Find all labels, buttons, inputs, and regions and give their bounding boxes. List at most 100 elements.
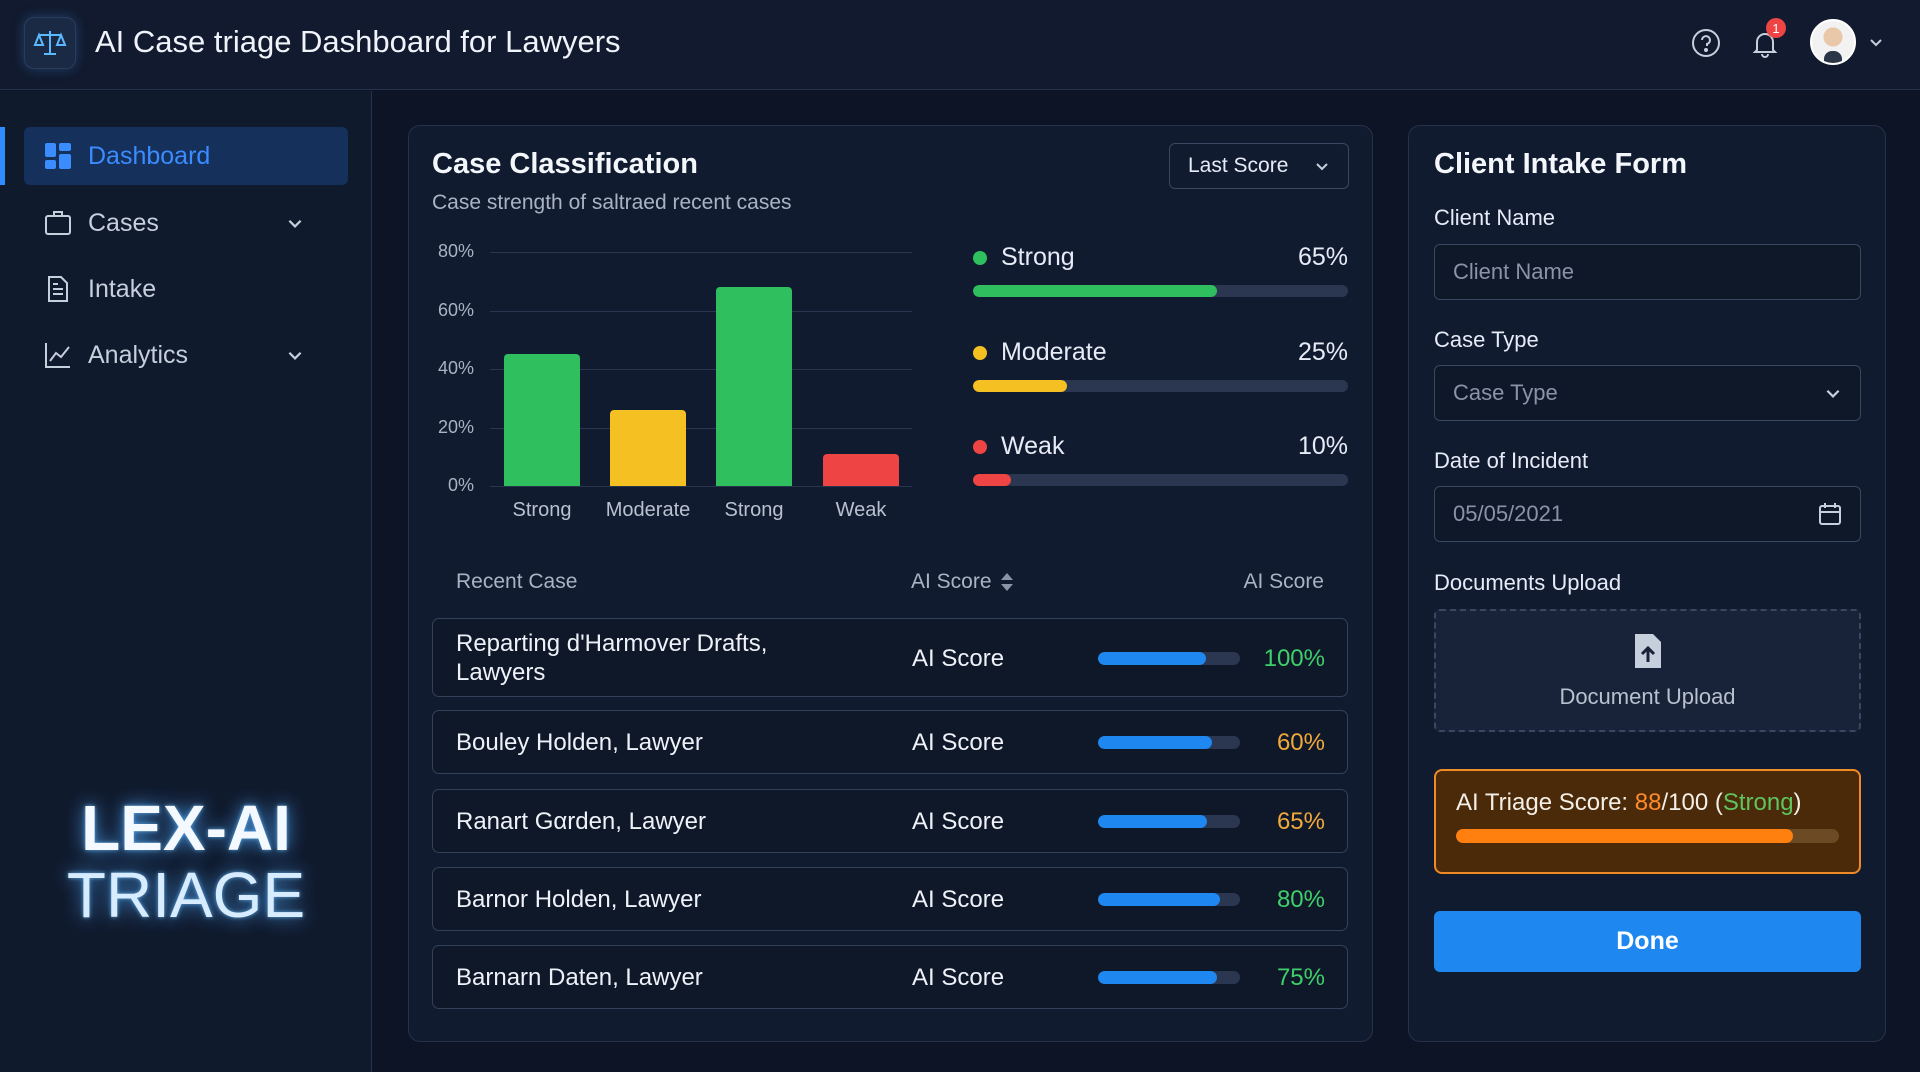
chevron-down-icon: [1826, 389, 1840, 398]
calendar-icon[interactable]: [1818, 502, 1842, 526]
table-row[interactable]: Bouley Holden, Lawyer AI Score 60%: [432, 710, 1348, 774]
scales-icon: [24, 17, 76, 69]
sidebar-item-label: Analytics: [88, 340, 189, 369]
score-percent: 75%: [1276, 964, 1325, 991]
progress-fill: [973, 285, 1217, 297]
panel-title: Case Classification: [432, 148, 698, 180]
sidebar-item-label: Dashboard: [88, 141, 211, 170]
bar-moderate: [610, 409, 686, 486]
legend-progress-bar: [973, 380, 1348, 392]
table-row[interactable]: Ranart Gαrden, Lawyer AI Score 65%: [432, 789, 1348, 853]
chevron-down-icon: [288, 351, 302, 360]
help-icon[interactable]: [1689, 26, 1723, 60]
date-label: Date of Incident: [1434, 448, 1589, 473]
sort-icon: [1000, 573, 1013, 591]
x-tick-label: Strong: [512, 499, 572, 521]
legend-progress-bar: [973, 285, 1348, 297]
dropdown-value: Last Score: [1188, 154, 1289, 177]
legend-dot: [973, 250, 987, 265]
chevron-down-icon[interactable]: [1868, 34, 1884, 55]
bar-weak: [823, 453, 899, 486]
chevron-down-icon: [1316, 163, 1328, 171]
score-bar: [1098, 736, 1240, 749]
score-bar: [1098, 893, 1240, 906]
avatar[interactable]: [1810, 19, 1856, 65]
document-icon: [48, 276, 68, 302]
sidebar-item-intake[interactable]: Intake: [24, 260, 348, 318]
table-row[interactable]: Reparting d'Harmover Drafts, Lawyers AI S…: [432, 618, 1348, 697]
legend-item-weak: Weak 10%: [973, 432, 1348, 461]
case-name: Barnarn Daten, Lawyer: [456, 963, 703, 991]
col-header-ai-score-sort[interactable]: AI Score: [911, 570, 1014, 594]
progress-fill: [973, 474, 1011, 486]
col-header-label: AI Score: [911, 570, 992, 593]
score-percent: 65%: [1276, 808, 1325, 835]
chevron-down-icon: [288, 219, 302, 228]
legend-item-moderate: Moderate 25%: [973, 338, 1348, 367]
file-upload-icon: [1634, 633, 1661, 668]
progress-fill: [973, 380, 1067, 392]
app-header: [0, 0, 1920, 90]
sidebar-item-dashboard[interactable]: Dashboard: [24, 127, 348, 185]
score-fill: [1098, 815, 1208, 828]
score-fill: [1098, 651, 1206, 665]
sidebar-item-cases[interactable]: Cases: [24, 194, 348, 252]
documents-label: Documents Upload: [1434, 570, 1622, 595]
client-name-input[interactable]: Client Name: [1434, 244, 1861, 300]
sidebar: [0, 91, 372, 1072]
upload-label: Document Upload: [1559, 683, 1736, 709]
col-header-ai-score: AI Score: [1243, 570, 1324, 593]
dashboard-icon: [45, 143, 71, 169]
score-fill: [1098, 736, 1212, 749]
case-name: Reparting d'Harmover Drafts, Lawyers: [456, 629, 768, 686]
triage-progress-bar: [1456, 829, 1839, 843]
grid-line: [490, 310, 912, 312]
legend-pct: 25%: [1297, 338, 1348, 366]
sidebar-item-label: Intake: [88, 274, 157, 303]
y-tick-label: 20%: [437, 416, 474, 437]
legend-label: Moderate: [1001, 338, 1107, 366]
y-tick-label: 60%: [437, 299, 474, 320]
done-button[interactable]: Done: [1434, 911, 1861, 972]
ai-triage-score: AI Triage Score: 88/100 (Strong): [1434, 769, 1861, 874]
sidebar-item-analytics[interactable]: Analytics: [24, 326, 348, 384]
score-percent: 100%: [1263, 644, 1325, 672]
legend-progress-bar: [973, 474, 1348, 486]
grid-line: [490, 252, 912, 253]
case-name: Ranart Gαrden, Lawyer: [456, 807, 706, 835]
x-tick-label: Weak: [835, 499, 887, 521]
legend-item-strong: Strong 65%: [973, 243, 1348, 272]
chart-icon: [45, 343, 70, 368]
brand-logo: LEX-AI TRIAGE: [66, 792, 306, 932]
legend-label: Weak: [1001, 432, 1065, 460]
score-bar: [1098, 651, 1240, 665]
document-upload-dropzone[interactable]: Document Upload: [1434, 609, 1861, 732]
intake-title: Client Intake Form: [1434, 148, 1687, 180]
y-tick-label: 0%: [447, 475, 474, 495]
table-row[interactable]: Barnarn Daten, Lawyer AI Score 75%: [432, 945, 1348, 1009]
legend-pct: 10%: [1297, 432, 1348, 460]
case-name: Barnor Holden, Lawyer: [456, 885, 702, 913]
grid-line: [490, 369, 912, 370]
placeholder: Client Name: [1453, 259, 1575, 284]
y-tick-label: 80%: [437, 241, 474, 261]
legend-pct: 65%: [1297, 243, 1348, 271]
date-input[interactable]: 05/05/2021: [1434, 486, 1861, 542]
app-title: AI Case triage Dashboard for Lawyers: [95, 24, 621, 59]
sidebar-item-label: Cases: [88, 208, 159, 237]
y-tick-label: 40%: [437, 358, 474, 378]
select-value: Case Type: [1453, 380, 1558, 405]
legend-dot: [973, 439, 987, 454]
case-name: Bouley Holden, Lawyer: [456, 728, 703, 756]
date-value: 05/05/2021: [1453, 501, 1564, 526]
score-dropdown[interactable]: Last Score: [1169, 143, 1349, 189]
x-tick-label: Strong: [724, 499, 784, 521]
notification-badge: 1: [1766, 18, 1786, 38]
table-row[interactable]: Barnor Holden, Lawyer AI Score 80%: [432, 867, 1348, 931]
score-fill: [1098, 893, 1221, 906]
client-name-label: Client Name: [1434, 205, 1556, 230]
case-type-select[interactable]: Case Type: [1434, 365, 1861, 421]
case-type-label: Case Type: [1434, 327, 1539, 352]
score-label: AI Score: [912, 964, 1005, 991]
legend-label: Strong: [1001, 243, 1075, 271]
